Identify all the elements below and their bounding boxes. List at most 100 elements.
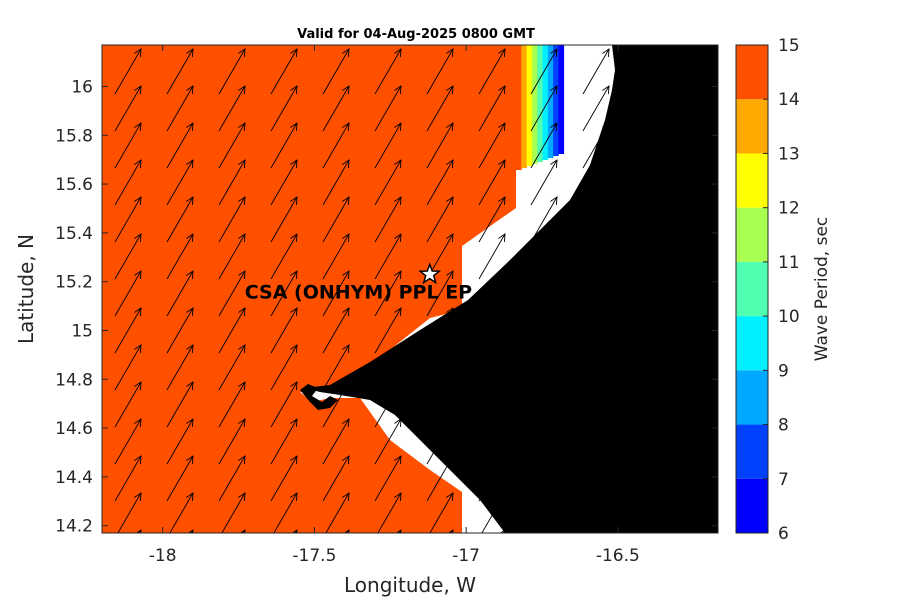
wave-arrow-head [186,122,194,131]
wave-arrow-head [186,418,194,427]
wave-arrow [322,122,350,169]
wave-arrow [634,307,662,354]
wave-arrow-head [186,233,194,242]
wave-arrow-head [290,85,298,94]
wave-arrow-head [394,270,402,279]
wave-arrow [114,233,142,280]
cape-vert-tip [300,384,338,410]
wave-arrow-head [550,48,558,57]
wave-arrow [634,270,662,317]
wave-arrow-head [498,344,506,353]
wave-arrow-head [186,196,194,205]
colorbar-tick-label: 13 [778,144,800,164]
x-axis-label: Longitude, W [344,573,476,597]
wave-arrow [218,159,246,206]
wave-arrow [377,492,402,533]
wave-arrow [322,344,350,391]
wave-arrow [634,196,662,243]
wave-arrow [374,344,402,391]
colorbar-frame [735,44,769,534]
wave-arrow-head [238,381,246,390]
wave-arrow-head [602,455,610,464]
wave-arrow [530,159,558,206]
wave-arrow-head [342,270,350,279]
wave-arrow-head [498,418,506,427]
wave-arrow-head [498,492,506,501]
wave-arrow-head [186,307,194,316]
wave-arrow [270,85,298,132]
wave-arrow [166,196,194,243]
wave-arrow-head [446,159,454,168]
wave-arrow [426,418,454,465]
colorbar-tick-label: 6 [778,524,789,544]
wave-arrow-head [342,233,350,242]
wave-arrow [530,418,558,465]
wave-arrow [114,48,142,95]
wave-arrow [218,233,246,280]
wave-arrow-head [602,418,610,427]
period-gradient-strip [516,45,565,170]
wave-arrow [426,270,454,317]
wave-arrow [270,159,298,206]
wave-arrow [426,381,454,428]
wave-arrow [166,344,194,391]
wave-arrow [582,455,610,502]
wave-arrow [374,85,402,132]
y-tick-label: 16 [71,77,93,97]
wave-arrow-head [134,455,142,464]
wave-arrow-head [550,233,558,242]
wave-arrow [374,196,402,243]
wave-arrow-head [498,159,506,168]
wave-arrow-head [342,196,350,205]
y-tick-label: 15 [71,321,93,341]
wave-arrow-head [550,344,558,353]
wave-arrow-head [602,492,610,501]
wave-arrow-head [446,344,454,353]
wave-arrow-head [394,48,402,57]
wave-arrow-head [290,492,298,501]
wave-arrow [322,381,350,428]
wave-arrow [530,85,558,132]
wave-arrow [582,233,610,280]
wave-arrow [478,159,506,206]
sea-period-field [102,45,516,533]
wave-arrow-head [498,381,506,390]
period-band-cell [521,45,527,168]
wave-arrow-head [446,307,454,316]
wave-arrow [533,492,558,533]
wave-arrow [478,270,506,317]
wave-arrow-head [602,344,610,353]
wave-arrow-head [238,85,246,94]
wave-arrow-head [654,307,662,316]
wave-arrow [582,48,610,95]
wave-arrow-head [550,159,558,168]
colorbar-tick-label: 10 [778,307,800,327]
wave-arrow [426,48,454,95]
wave-arrow-head [394,344,402,353]
wave-arrow [478,418,506,465]
wave-arrow [426,85,454,132]
wave-arrow-head [394,159,402,168]
wave-arrow-head [342,381,350,390]
wave-arrow-head [290,196,298,205]
site-label: CSA (ONHYM) PPL EP [245,281,472,303]
wave-arrow-head [446,122,454,131]
period-band-cell [516,45,522,170]
wave-arrow-head [290,455,298,464]
wave-arrow [218,418,246,465]
wave-arrow-head [498,85,506,94]
wave-arrow [637,492,662,533]
wave-arrow [114,455,142,502]
wave-arrow-head [550,270,558,279]
wave-arrow-head [654,344,662,353]
chart-title: Valid for 04-Aug-2025 0800 GMT [297,27,535,42]
y-axis-label: Latitude, N [14,234,38,344]
colorbar-tick-label: 8 [778,416,789,436]
wave-arrow-head [134,122,142,131]
wave-arrow-head [134,344,142,353]
wave-arrow-head [342,492,350,501]
wave-arrow-head [134,196,142,205]
period-band-cell [542,45,549,160]
wave-arrow-head [446,270,454,279]
wave-arrow-head [446,85,454,94]
